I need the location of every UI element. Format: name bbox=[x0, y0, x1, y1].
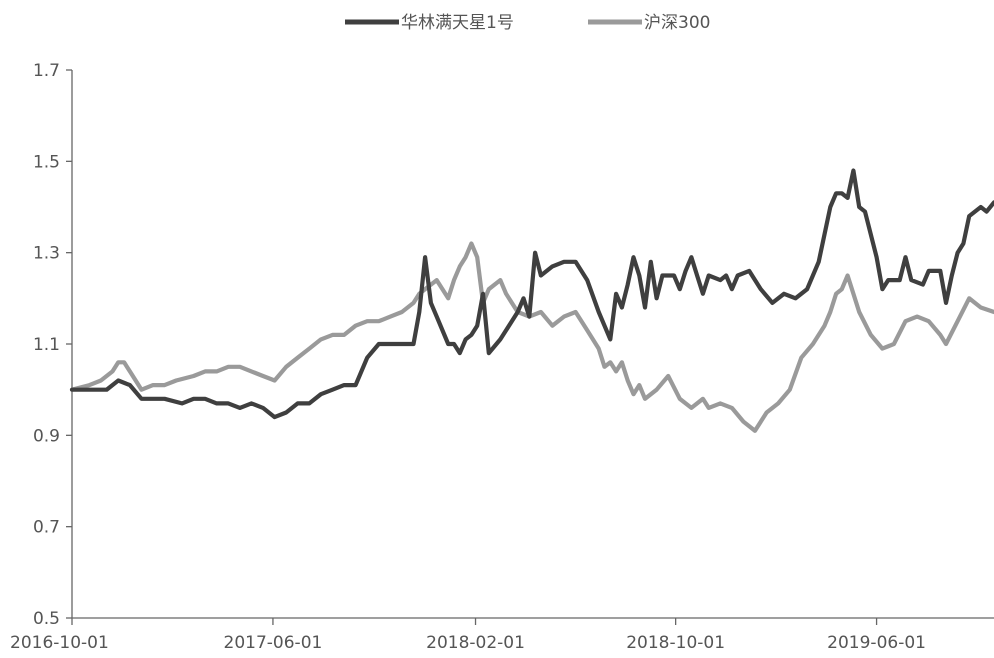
series-line-fund bbox=[69, 168, 994, 420]
y-tick-label: 1.5 bbox=[33, 152, 60, 172]
y-tick-label: 1.7 bbox=[33, 61, 60, 81]
x-tick-label: 2016-10-01 bbox=[10, 633, 109, 653]
x-tick-label: 2017-06-01 bbox=[224, 633, 323, 653]
chart-legend: 华林满天星1号 沪深300 bbox=[345, 13, 710, 33]
y-tick-label: 0.7 bbox=[33, 518, 60, 538]
x-tick-label: 2018-02-01 bbox=[426, 633, 525, 653]
y-axis: 0.5 0.7 0.9 1.1 1.3 1.5 1.7 bbox=[33, 61, 73, 629]
y-tick-label: 0.5 bbox=[33, 609, 60, 629]
y-tick-label: 1.1 bbox=[33, 335, 60, 355]
y-tick-label: 1.3 bbox=[33, 244, 60, 264]
legend-label: 沪深300 bbox=[644, 13, 710, 33]
y-tick-label: 0.9 bbox=[33, 426, 60, 446]
series-line-index bbox=[69, 241, 994, 433]
plot-area bbox=[69, 168, 994, 433]
x-axis: 2016-10-01 2017-06-01 2018-02-01 2018-10-01… bbox=[10, 617, 994, 653]
legend-label: 华林满天星1号 bbox=[401, 13, 514, 33]
x-tick-label: 2018-10-01 bbox=[626, 633, 725, 653]
x-tick-label: 2019-06-01 bbox=[827, 633, 926, 653]
